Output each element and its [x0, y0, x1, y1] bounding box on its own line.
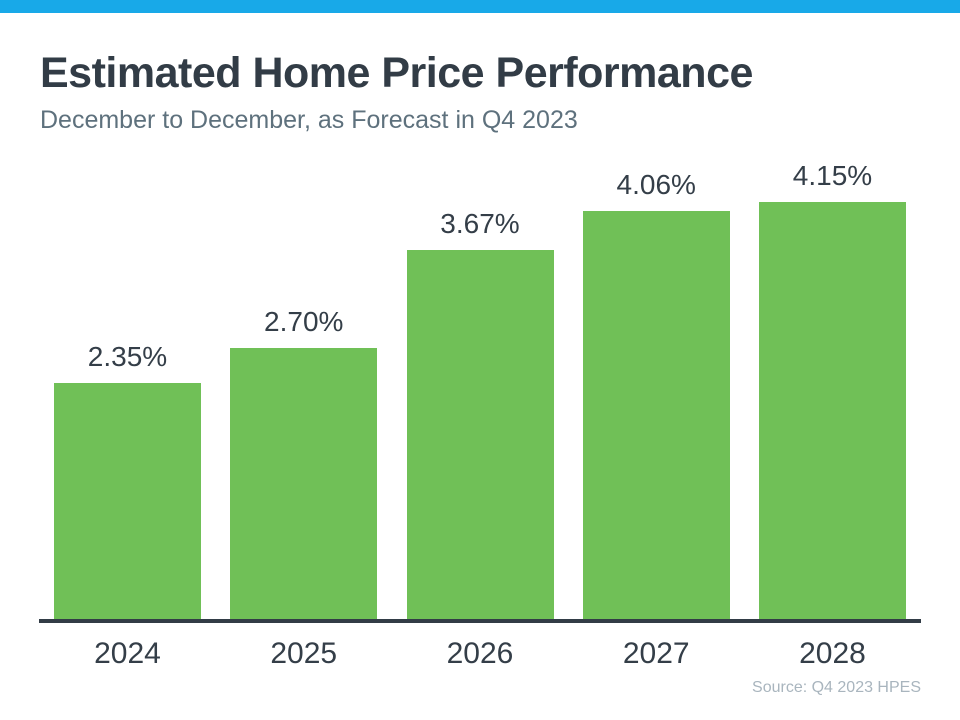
bar — [759, 201, 906, 619]
bar — [582, 210, 730, 619]
plot-area: 2.35% 2.70% 3.67% 4.06% 4.15% — [39, 160, 921, 623]
bar-value-label: 2.35% — [87, 340, 168, 372]
bar-column: 2.70% — [230, 305, 378, 619]
bar-chart: 2.35% 2.70% 3.67% 4.06% 4.15% 2024 2025 2026 20… — [39, 160, 921, 671]
page-title: Estimated Home Price Performance — [40, 49, 753, 97]
x-axis-label: 2027 — [622, 636, 690, 670]
bar-value-label: 3.67% — [440, 207, 520, 239]
bar — [230, 347, 378, 619]
bar-value-label: 4.15% — [792, 159, 873, 191]
chart-header: Estimated Home Price Performance Decembe… — [40, 52, 960, 135]
x-axis-label: 2026 — [446, 636, 514, 670]
bar-column: 4.06% — [582, 168, 730, 619]
source-attribution: Source: Q4 2023 HPES — [752, 678, 921, 696]
bar-column: 2.35% — [54, 341, 201, 619]
page-subtitle: December to December, as Forecast in Q4 … — [40, 106, 578, 134]
x-axis-label: 2024 — [94, 636, 161, 670]
bar — [54, 382, 201, 619]
bar-value-label: 2.70% — [264, 305, 344, 337]
x-axis-label: 2025 — [270, 636, 338, 670]
bar-column: 4.15% — [759, 160, 906, 619]
bar-column: 3.67% — [406, 207, 554, 619]
x-axis-label: 2028 — [799, 636, 866, 670]
bar — [406, 249, 554, 619]
x-axis-labels: 2024 2025 2026 2027 2028 — [39, 623, 921, 671]
top-accent-bar — [0, 0, 960, 13]
bar-value-label: 4.06% — [616, 168, 696, 200]
